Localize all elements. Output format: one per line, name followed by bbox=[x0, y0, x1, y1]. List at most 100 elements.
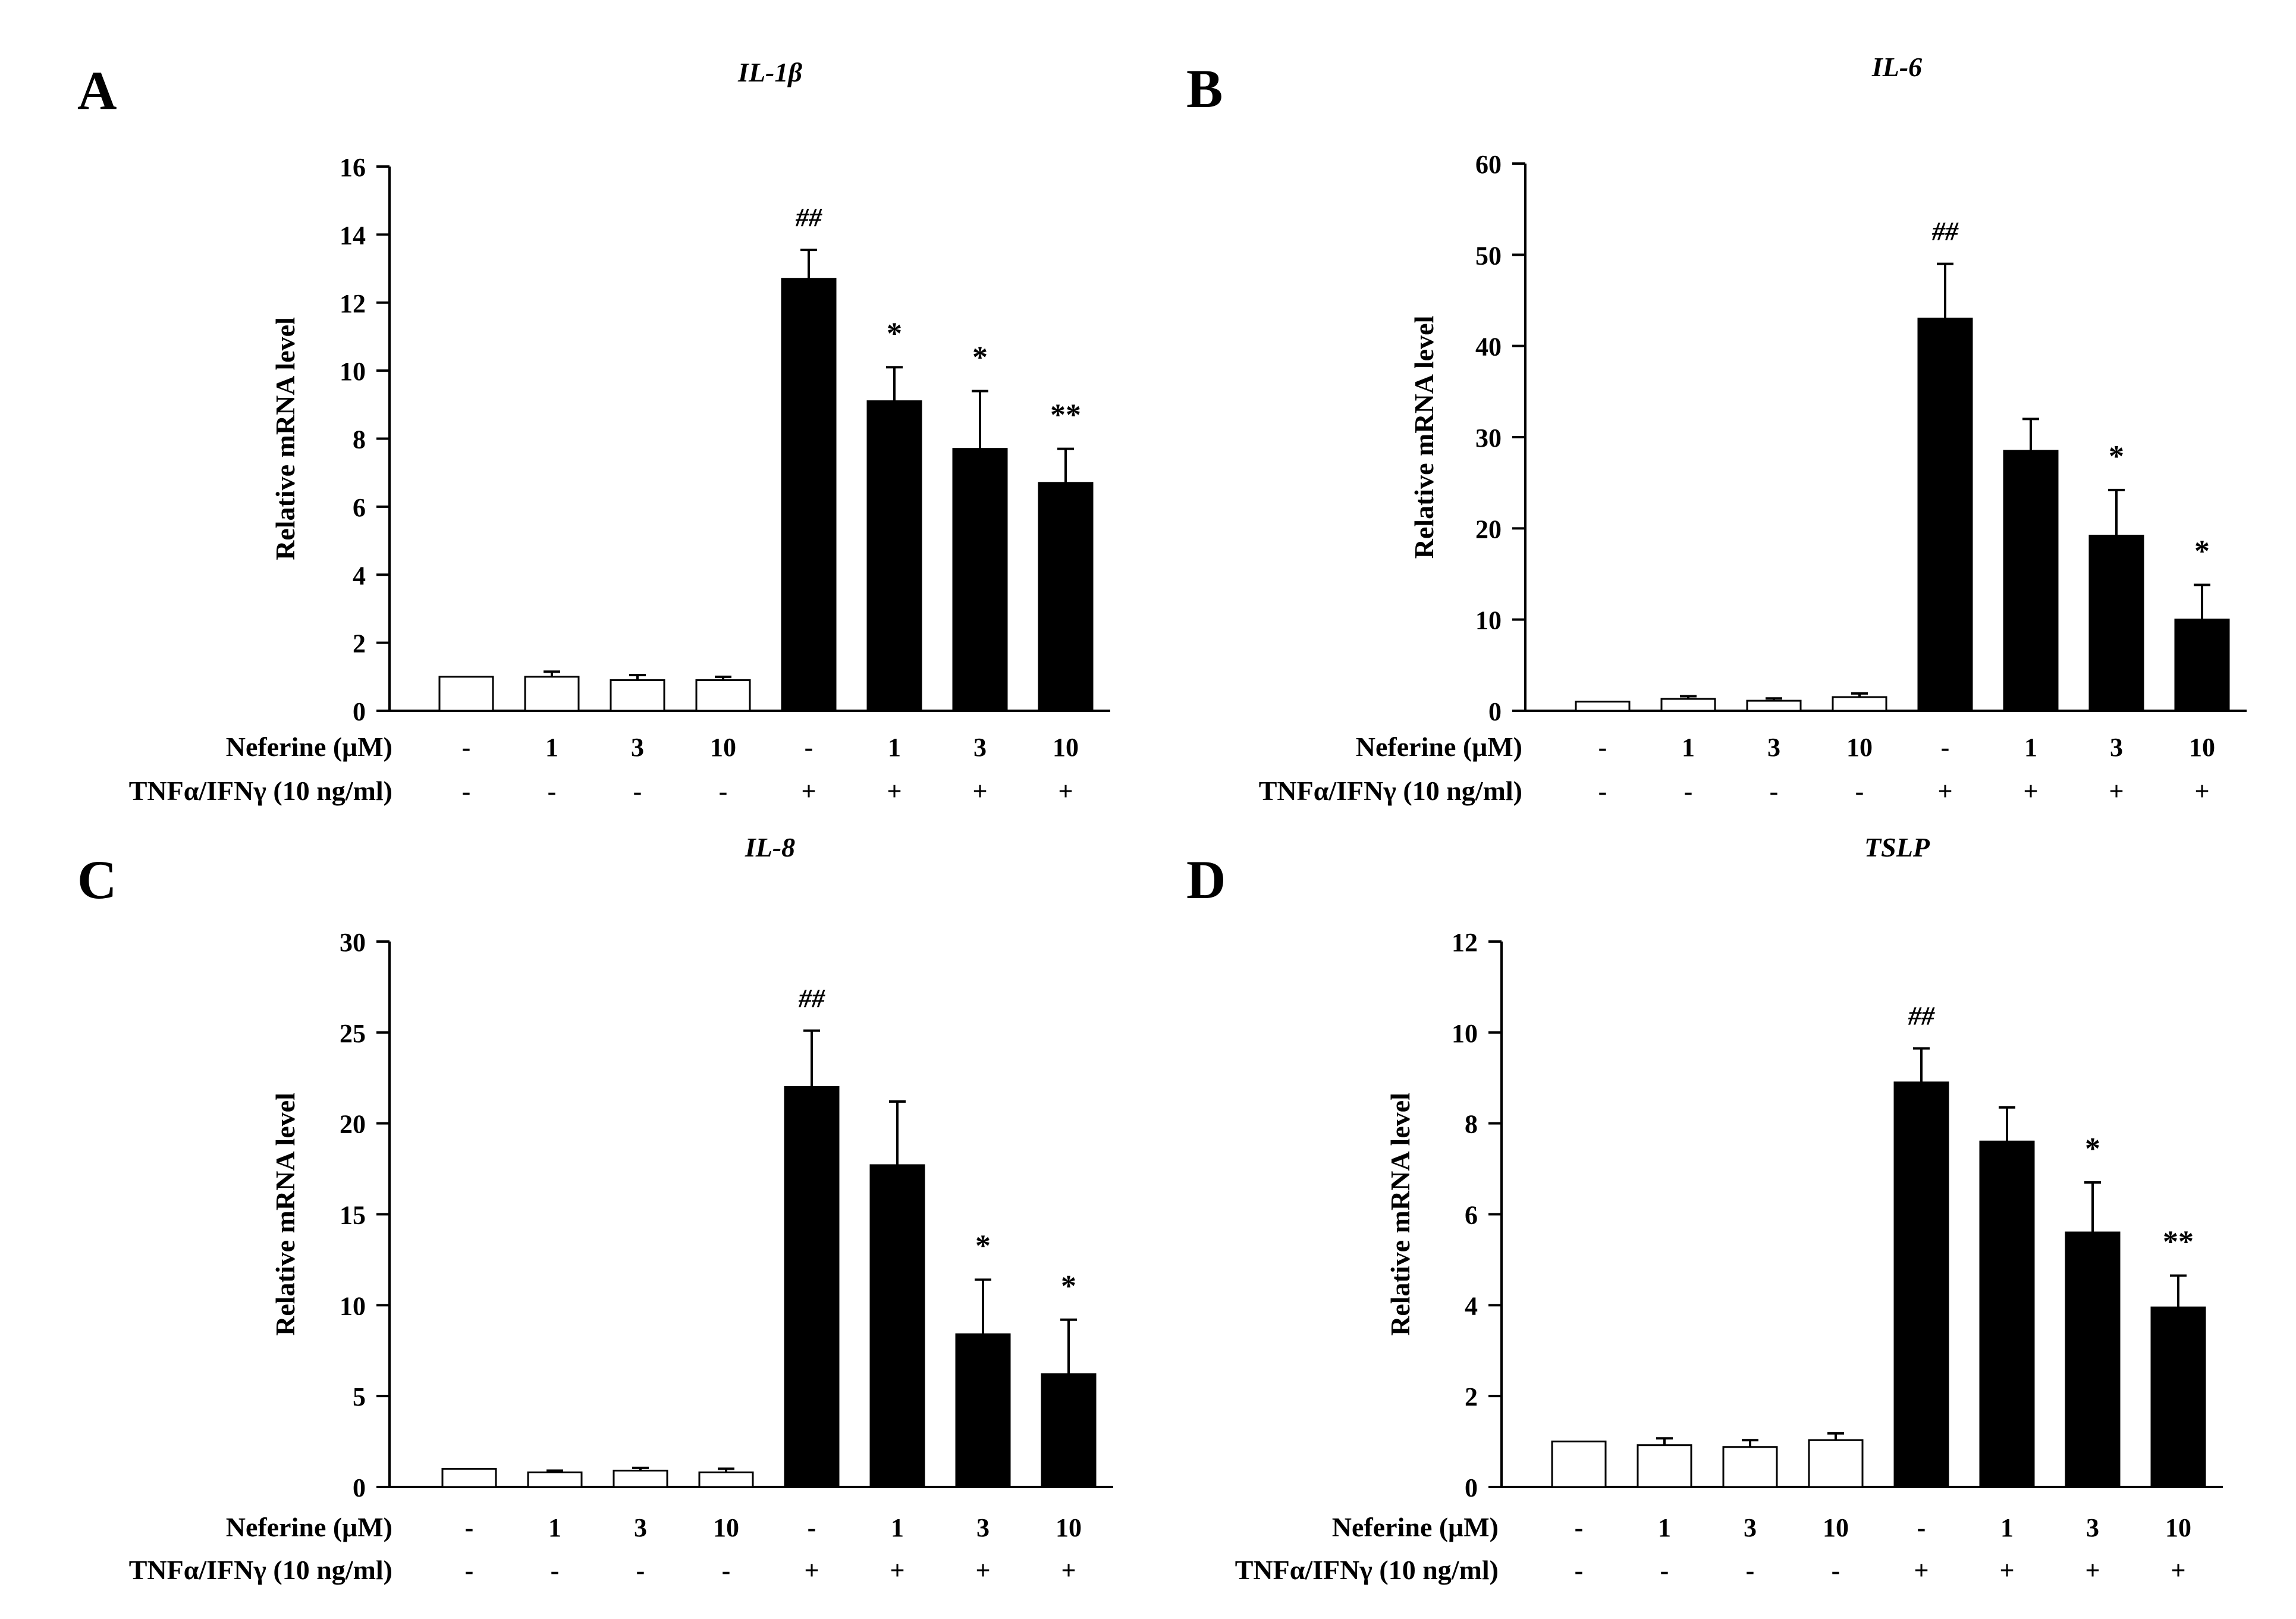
panel-b-y-tick-label: 50 bbox=[1475, 241, 1502, 270]
panel-d-tnf-value: + bbox=[1914, 1556, 1928, 1585]
panel-a-y-tick-label: 6 bbox=[353, 493, 366, 522]
panel-b-significance-label: * bbox=[2109, 440, 2124, 473]
panel-d-y-tick-label: 2 bbox=[1465, 1382, 1478, 1411]
panel-c-letter: C bbox=[77, 849, 117, 910]
panel-b-neferine-value: 1 bbox=[2024, 733, 2037, 762]
panel-c-tnf-value: + bbox=[975, 1556, 990, 1585]
panel-b-tnf-value: + bbox=[2109, 777, 2124, 806]
panel-d-neferine-value: 3 bbox=[1744, 1513, 1757, 1542]
panel-d-neferine-row-label: Neferine (μM) bbox=[1332, 1512, 1499, 1542]
panel-c-tnf-value: - bbox=[722, 1556, 731, 1585]
panel-c-neferine-row-label: Neferine (μM) bbox=[226, 1512, 392, 1542]
panel-d-tnf-value: - bbox=[1746, 1556, 1755, 1585]
panel-c-y-tick-label: 5 bbox=[353, 1382, 366, 1411]
panel-d-bar bbox=[1551, 1441, 1607, 1488]
panel-d-neferine-value: 10 bbox=[1823, 1513, 1849, 1542]
panel-b-tnf-value: + bbox=[2023, 777, 2038, 806]
panel-a-bar bbox=[952, 448, 1008, 712]
panel-a-y-axis-label: Relative mRNA level bbox=[270, 317, 300, 560]
panel-c-bar bbox=[698, 1471, 754, 1488]
panel-b-neferine-value: 10 bbox=[2189, 733, 2215, 762]
panel-c-neferine-value: 3 bbox=[634, 1513, 647, 1542]
panel-b-y-tick-label: 30 bbox=[1475, 423, 1502, 453]
panel-b-tnf-value: + bbox=[2194, 777, 2209, 806]
panel-a-y-tick-label: 0 bbox=[353, 697, 366, 726]
panel-a-neferine-value: 3 bbox=[973, 733, 987, 762]
panel-c-y-tick-label: 15 bbox=[340, 1201, 366, 1230]
panel-b-neferine-value: 3 bbox=[1767, 733, 1780, 762]
panel-c-neferine-value: 1 bbox=[548, 1513, 561, 1542]
panel-b-title: IL-6 bbox=[1871, 52, 1922, 82]
panel-c-neferine-value: 1 bbox=[891, 1513, 904, 1542]
panel-a-bar bbox=[1038, 482, 1094, 712]
panel-d-neferine-value: - bbox=[1917, 1513, 1926, 1542]
panel-d-letter: D bbox=[1186, 849, 1226, 910]
panel-d-tnf-value: + bbox=[2171, 1556, 2185, 1585]
panel-d-y-tick-label: 8 bbox=[1465, 1110, 1478, 1139]
panel-d-y-axis-label: Relative mRNA level bbox=[1385, 1093, 1415, 1336]
panel-a-neferine-value: - bbox=[462, 733, 471, 762]
panel-c-bar bbox=[613, 1469, 668, 1488]
panel-d-significance-label: * bbox=[2085, 1132, 2100, 1166]
panel-a-bar bbox=[781, 278, 837, 712]
panel-a-bar bbox=[524, 676, 580, 712]
panel-c-bar bbox=[869, 1164, 925, 1488]
panel-b-tnf-value: - bbox=[1684, 777, 1693, 806]
panel-b-significance-label: ## bbox=[1931, 217, 1959, 246]
panel-d-tnf-value: - bbox=[1575, 1556, 1584, 1585]
panel-c-significance-label: * bbox=[975, 1229, 991, 1263]
panel-c-y-axis-label: Relative mRNA level bbox=[270, 1093, 300, 1336]
panel-a-neferine-value: 3 bbox=[631, 733, 644, 762]
panel-d-bar bbox=[2065, 1231, 2121, 1488]
panel-b-letter: B bbox=[1186, 58, 1223, 119]
panel-b-tnf-value: - bbox=[1770, 777, 1779, 806]
panel-d-neferine-value: 10 bbox=[2165, 1513, 2191, 1542]
panel-b-bar bbox=[1746, 699, 1802, 712]
panel-d-bar bbox=[1979, 1140, 2035, 1488]
panel-d-bar bbox=[1722, 1446, 1778, 1488]
panel-b-neferine-value: 1 bbox=[1682, 733, 1695, 762]
panel-c-y-tick-label: 0 bbox=[353, 1473, 366, 1502]
panel-c-tnf-value: + bbox=[804, 1556, 819, 1585]
panel-a-tnf-value: + bbox=[972, 777, 987, 806]
panel-b-neferine-row-label: Neferine (μM) bbox=[1356, 732, 1522, 762]
panel-a-tnf-value: - bbox=[548, 777, 557, 806]
panel-c-bar bbox=[1041, 1373, 1097, 1488]
panel-a-y-tick-label: 10 bbox=[340, 357, 366, 386]
panel-b-bar bbox=[2088, 535, 2144, 712]
panel-c-tnf-value: - bbox=[636, 1556, 645, 1585]
panel-a-bar bbox=[438, 676, 494, 712]
panel-b-neferine-value: - bbox=[1598, 733, 1607, 762]
panel-c-significance-label: ## bbox=[798, 984, 825, 1013]
panel-d-neferine-value: - bbox=[1575, 1513, 1584, 1542]
panel-a-neferine-value: 10 bbox=[1053, 733, 1079, 762]
panel-c-y-tick-label: 30 bbox=[340, 928, 366, 957]
panel-a-tnf-value: + bbox=[887, 777, 902, 806]
panel-a-y-tick-label: 8 bbox=[353, 425, 366, 454]
panel-b-bar bbox=[1575, 701, 1631, 712]
panel-d-y-tick-label: 6 bbox=[1465, 1201, 1478, 1230]
panel-d-bar bbox=[1893, 1081, 1949, 1488]
panel-c-bar bbox=[441, 1467, 497, 1488]
panel-c-significance-label: * bbox=[1061, 1269, 1076, 1303]
panel-a-neferine-row-label: Neferine (μM) bbox=[226, 732, 392, 762]
panel-d-y-tick-label: 12 bbox=[1452, 928, 1478, 957]
panel-a-title: IL-1β bbox=[737, 57, 802, 87]
panel-a-tnf-value: + bbox=[801, 777, 816, 806]
panel-b-y-tick-label: 10 bbox=[1475, 606, 1502, 635]
panel-c-tnf-value: + bbox=[1061, 1556, 1076, 1585]
panel-b-bar bbox=[2174, 619, 2230, 712]
panel-d-significance-label: ## bbox=[1908, 1002, 1935, 1031]
panel-d-y-tick-label: 10 bbox=[1452, 1019, 1478, 1048]
panel-a-tnf-value: - bbox=[719, 777, 728, 806]
panel-d-neferine-value: 3 bbox=[2086, 1513, 2099, 1542]
panel-d-title: TSLP bbox=[1864, 832, 1930, 862]
panel-c-neferine-value: - bbox=[465, 1513, 474, 1542]
panel-b-significance-label: * bbox=[2194, 534, 2210, 568]
panel-a-y-tick-label: 4 bbox=[353, 561, 366, 590]
panel-d-y-tick-label: 4 bbox=[1465, 1291, 1478, 1320]
panel-d-y-tick-label: 0 bbox=[1465, 1473, 1478, 1502]
panel-b-y-tick-label: 60 bbox=[1475, 150, 1502, 179]
panel-c-bar bbox=[527, 1471, 583, 1488]
